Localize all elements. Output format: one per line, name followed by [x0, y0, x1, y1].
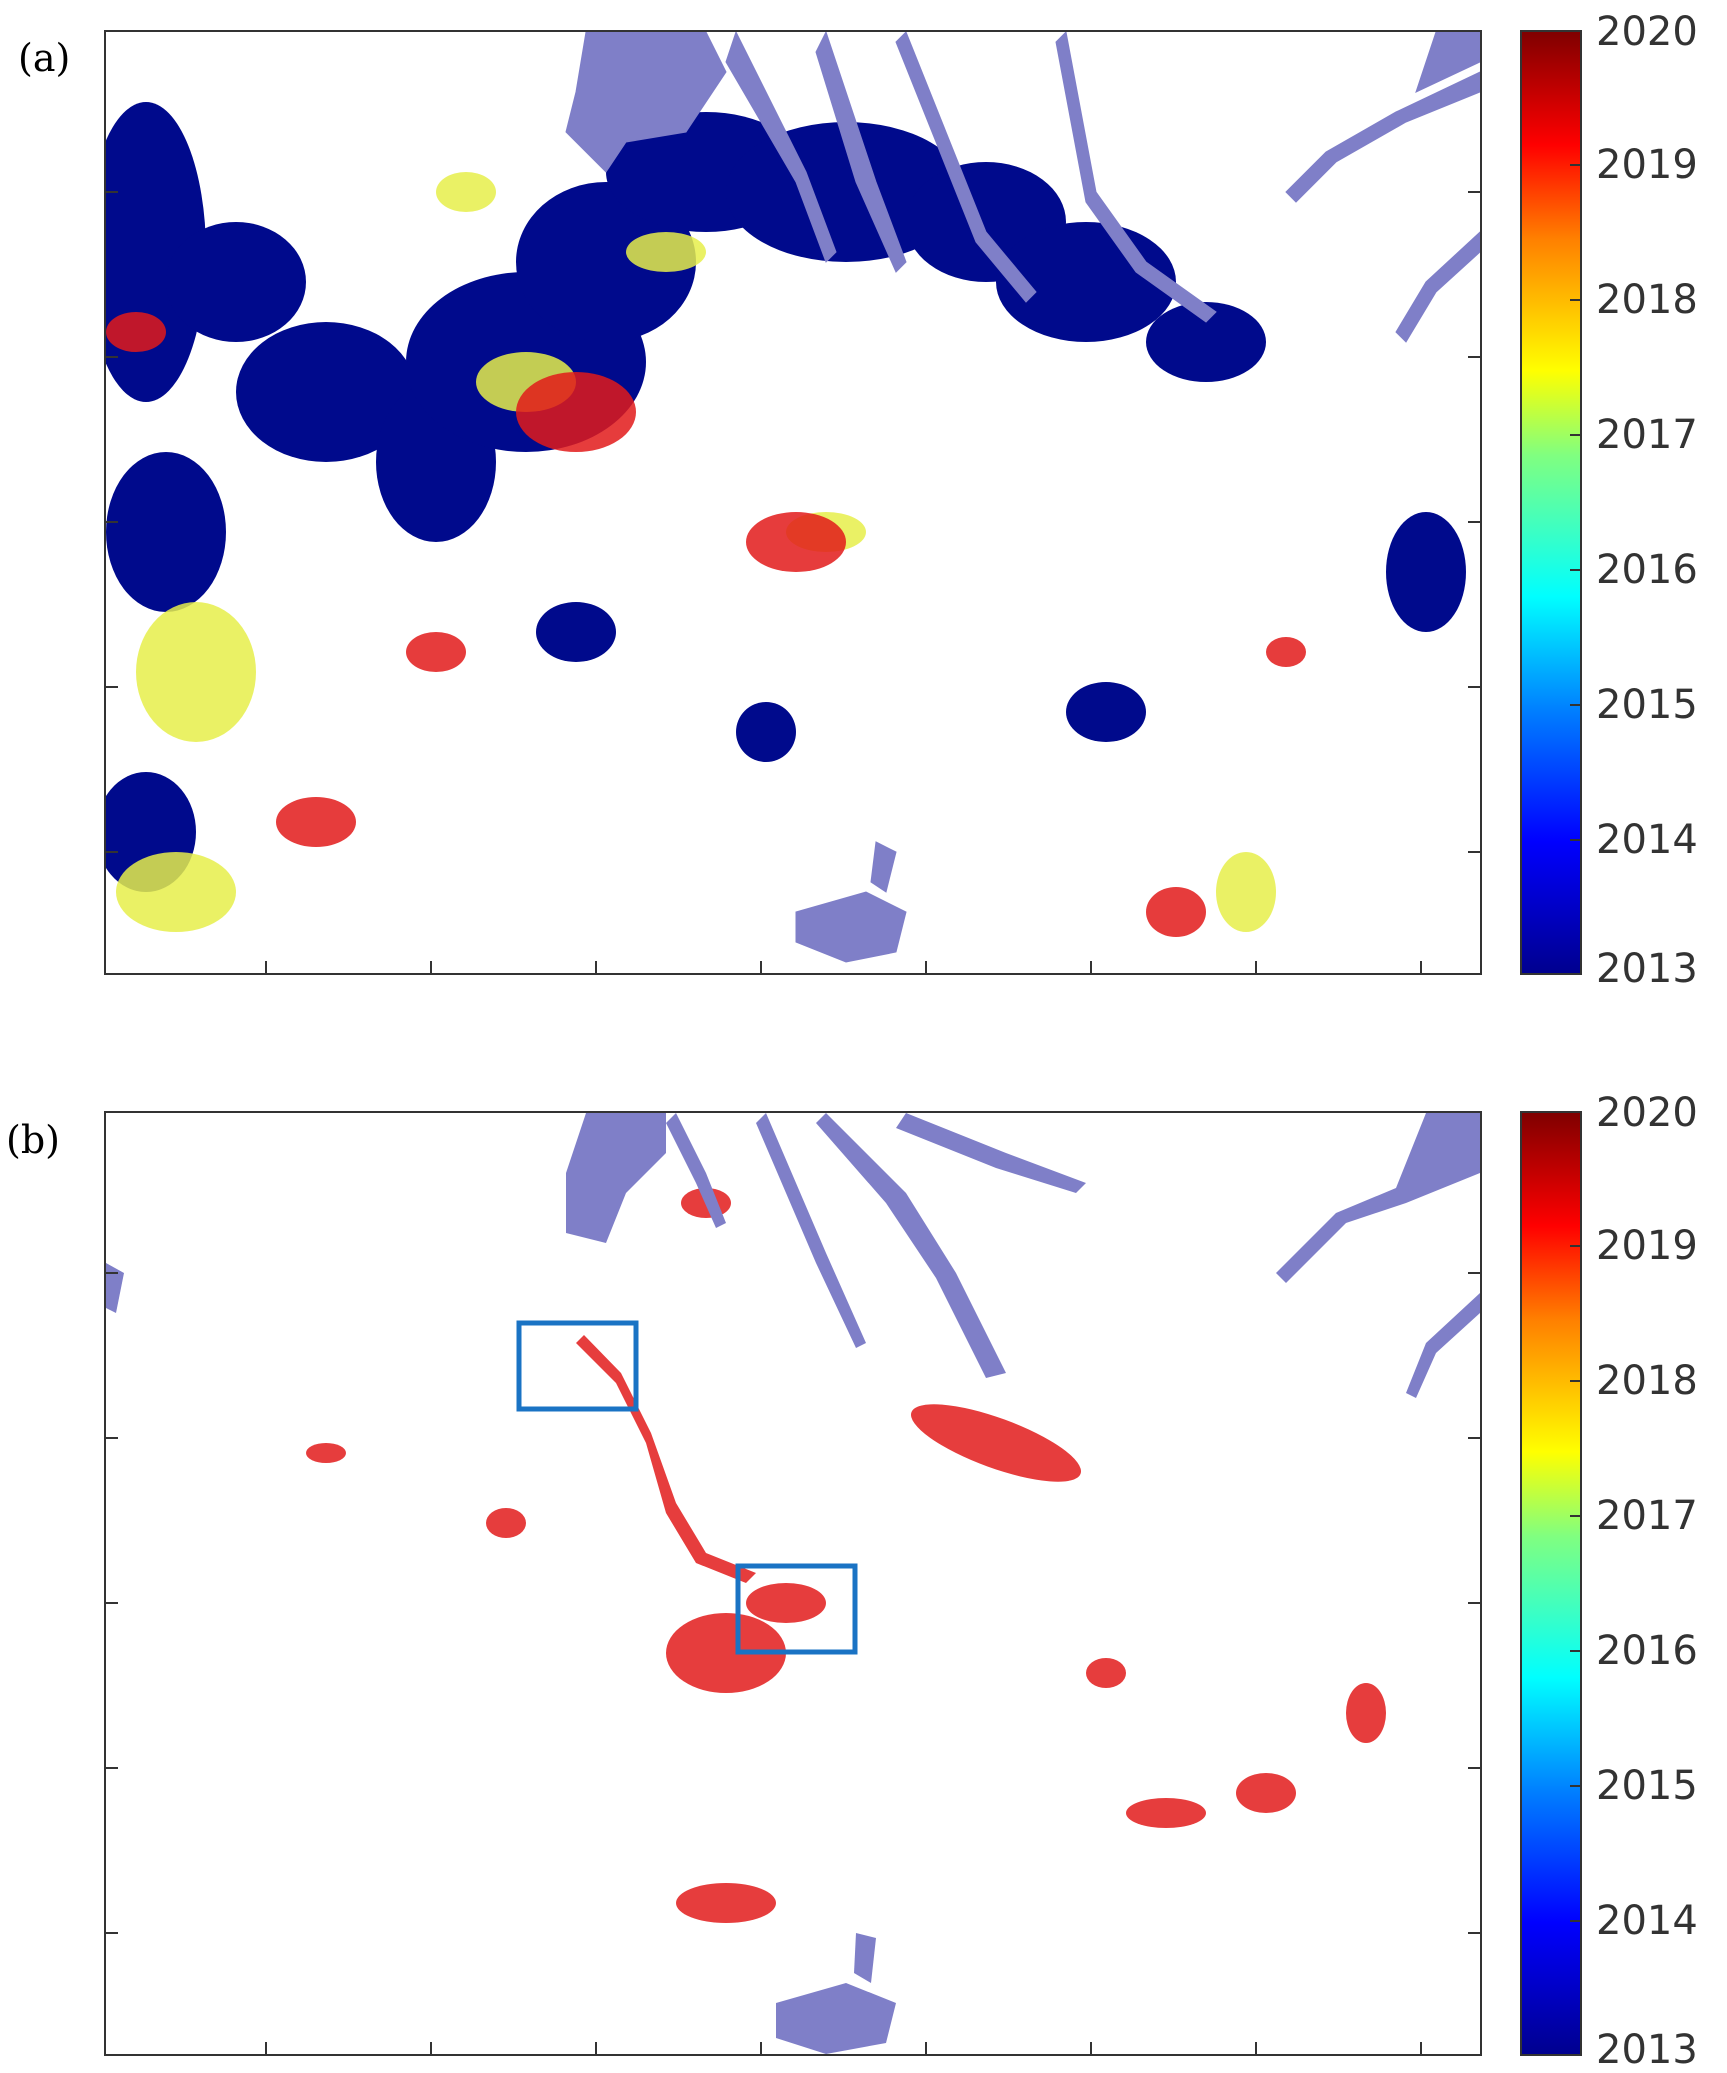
colorbar-tick-mark [1570, 569, 1580, 571]
colorbar-tick-mark [1570, 434, 1580, 436]
colorbar-tick-label: 2016 [1596, 1628, 1698, 1674]
colorbar-tick-label: 2017 [1596, 412, 1698, 458]
colorbar-tick-mark [1570, 1380, 1580, 1382]
panel-a-label: (a) [18, 36, 71, 80]
colorbar-tick-mark [1570, 704, 1580, 706]
highlight-box-1 [516, 1320, 639, 1412]
colorbar-tick-mark [1570, 1920, 1580, 1922]
colorbar-tick-label: 2019 [1596, 142, 1698, 188]
panel-b-label: (b) [6, 1118, 60, 1162]
colorbar-tick-label: 2016 [1596, 547, 1698, 593]
colorbar-tick-mark [1570, 1245, 1580, 1247]
map-panel-a [104, 30, 1482, 975]
colorbar-tick-label: 2018 [1596, 277, 1698, 323]
colorbar-tick-label: 2019 [1596, 1223, 1698, 1269]
map-b-canvas [106, 1113, 1480, 2054]
water-bodies [565, 32, 1480, 963]
colorbar-tick-mark [1570, 1515, 1580, 1517]
map-a-canvas [106, 32, 1480, 973]
map-panel-b [104, 1111, 1482, 2056]
colorbar-tick-label: 2017 [1596, 1493, 1698, 1539]
colorbar-tick-mark [1570, 1650, 1580, 1652]
colorbar-tick-label: 2020 [1596, 1090, 1698, 1136]
early-disturbance-patches [106, 102, 1466, 892]
late-disturbance-patches [106, 312, 1306, 937]
highlight-boxes [516, 1320, 858, 1655]
water-bodies-b [106, 1113, 1480, 2054]
colorbar-tick-mark [1570, 1785, 1580, 1787]
colorbar-b [1520, 1111, 1582, 2056]
colorbar-tick-label: 2015 [1596, 682, 1698, 728]
colorbar-tick-mark [1570, 299, 1580, 301]
colorbar-tick-label: 2014 [1596, 817, 1698, 863]
map-b-axis-ticks [106, 1272, 1480, 2054]
colorbar-tick-label: 2018 [1596, 1358, 1698, 1404]
colorbar-tick-mark [1570, 839, 1580, 841]
colorbar-tick-label: 2014 [1596, 1898, 1698, 1944]
colorbar-tick-label: 2013 [1596, 2027, 1698, 2073]
map-a-axis-ticks [106, 191, 1480, 973]
colorbar-tick-mark [1570, 164, 1580, 166]
colorbar-tick-label: 2020 [1596, 9, 1698, 55]
highlight-box-2 [735, 1563, 858, 1655]
colorbar-tick-label: 2013 [1596, 946, 1698, 992]
colorbar-tick-label: 2015 [1596, 1763, 1698, 1809]
colorbar-a [1520, 30, 1582, 975]
